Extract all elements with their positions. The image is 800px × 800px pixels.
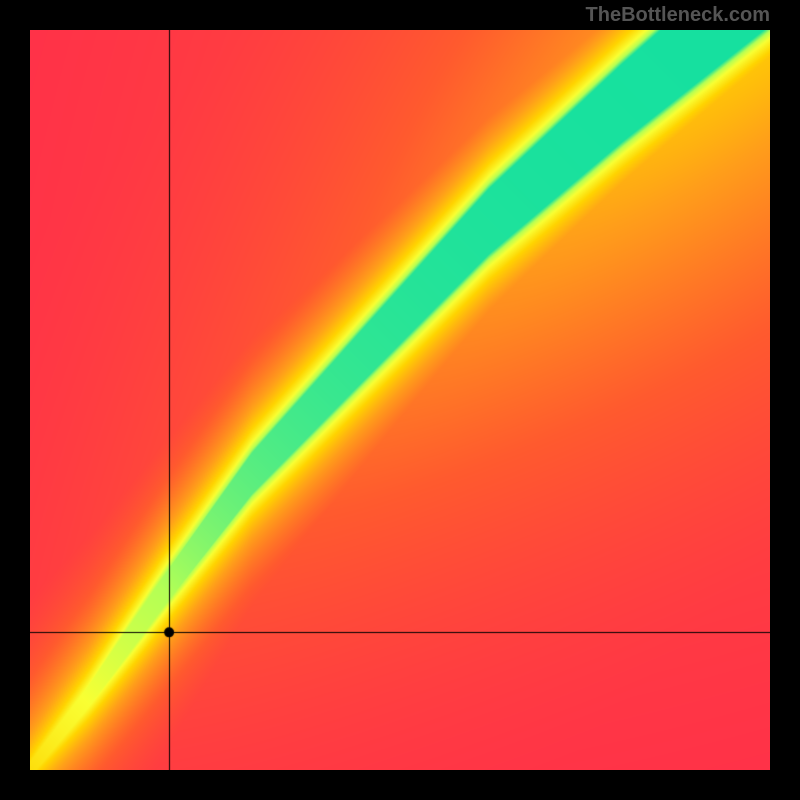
heatmap-canvas [30,30,770,770]
watermark-text: TheBottleneck.com [586,4,770,27]
heatmap-plot [30,30,770,770]
